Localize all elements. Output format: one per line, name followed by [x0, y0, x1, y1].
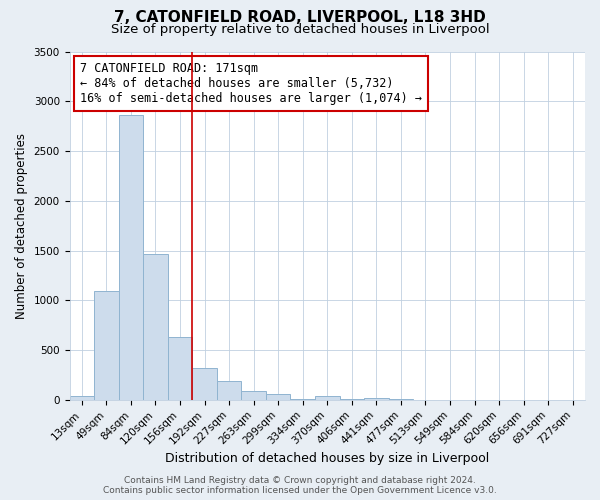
Bar — [70, 396, 94, 400]
Bar — [315, 396, 340, 400]
Bar — [143, 254, 168, 400]
Bar — [168, 337, 192, 400]
Bar — [266, 394, 290, 400]
Text: Contains HM Land Registry data © Crown copyright and database right 2024.
Contai: Contains HM Land Registry data © Crown c… — [103, 476, 497, 495]
Bar — [94, 292, 119, 400]
Text: Size of property relative to detached houses in Liverpool: Size of property relative to detached ho… — [110, 22, 490, 36]
Text: 7, CATONFIELD ROAD, LIVERPOOL, L18 3HD: 7, CATONFIELD ROAD, LIVERPOOL, L18 3HD — [114, 10, 486, 25]
Bar — [364, 398, 389, 400]
Y-axis label: Number of detached properties: Number of detached properties — [15, 132, 28, 318]
Text: 7 CATONFIELD ROAD: 171sqm
← 84% of detached houses are smaller (5,732)
16% of se: 7 CATONFIELD ROAD: 171sqm ← 84% of detac… — [80, 62, 422, 105]
Bar — [192, 368, 217, 400]
X-axis label: Distribution of detached houses by size in Liverpool: Distribution of detached houses by size … — [165, 452, 490, 465]
Bar — [241, 391, 266, 400]
Bar — [119, 115, 143, 400]
Bar — [217, 381, 241, 400]
